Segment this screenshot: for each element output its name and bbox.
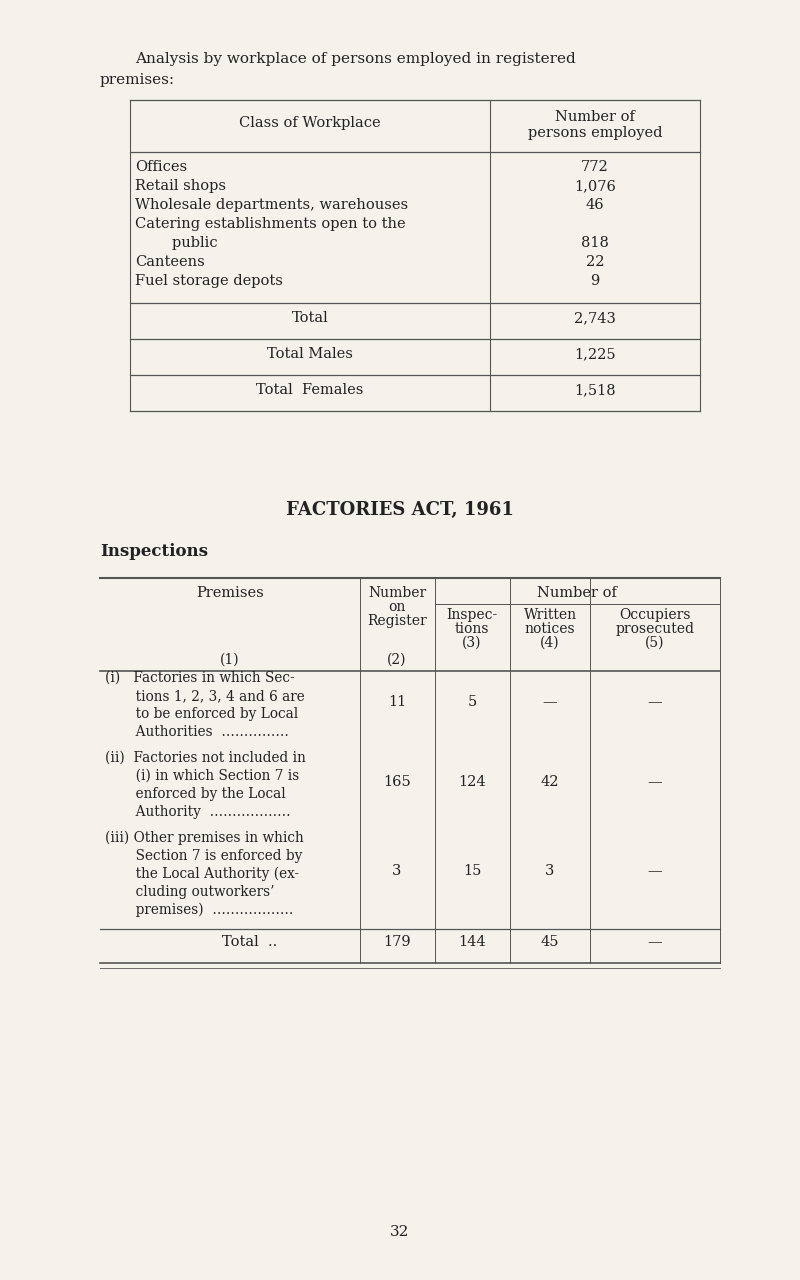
Text: 9: 9 bbox=[590, 274, 600, 288]
Text: Number of: Number of bbox=[537, 586, 617, 600]
Text: 11: 11 bbox=[388, 695, 406, 709]
Text: (4): (4) bbox=[540, 636, 560, 650]
Text: Fuel storage depots: Fuel storage depots bbox=[135, 274, 283, 288]
Text: —: — bbox=[648, 774, 662, 788]
Text: premises:: premises: bbox=[100, 73, 175, 87]
Text: to be enforced by Local: to be enforced by Local bbox=[105, 707, 298, 721]
Text: notices: notices bbox=[525, 622, 575, 636]
Text: 3: 3 bbox=[546, 864, 554, 878]
Text: Canteens: Canteens bbox=[135, 255, 205, 269]
Text: Number of: Number of bbox=[555, 110, 635, 124]
Text: 124: 124 bbox=[458, 774, 486, 788]
Text: (i) in which Section 7 is: (i) in which Section 7 is bbox=[105, 769, 299, 783]
Text: public: public bbox=[135, 236, 218, 250]
Text: cluding outworkers’: cluding outworkers’ bbox=[105, 884, 274, 899]
Text: enforced by the Local: enforced by the Local bbox=[105, 787, 286, 801]
Text: Total Males: Total Males bbox=[267, 347, 353, 361]
Text: (1): (1) bbox=[220, 653, 240, 667]
Text: Class of Workplace: Class of Workplace bbox=[239, 116, 381, 131]
Text: Total  ..: Total .. bbox=[222, 934, 278, 948]
Text: 5: 5 bbox=[467, 695, 477, 709]
Text: Premises: Premises bbox=[196, 586, 264, 600]
Text: Total  Females: Total Females bbox=[256, 383, 364, 397]
Text: 772: 772 bbox=[581, 160, 609, 174]
Text: Number: Number bbox=[368, 586, 426, 600]
Text: Inspections: Inspections bbox=[100, 543, 208, 561]
Text: Total: Total bbox=[292, 311, 328, 325]
Text: (iii) Other premises in which: (iii) Other premises in which bbox=[105, 831, 304, 845]
Text: 2,743: 2,743 bbox=[574, 311, 616, 325]
Text: (5): (5) bbox=[646, 636, 665, 650]
Text: Authorities  ……………: Authorities …………… bbox=[105, 724, 289, 739]
Text: 165: 165 bbox=[383, 774, 411, 788]
Text: 3: 3 bbox=[392, 864, 402, 878]
Text: persons employed: persons employed bbox=[528, 125, 662, 140]
Text: —: — bbox=[648, 864, 662, 878]
Text: Analysis by workplace of persons employed in registered: Analysis by workplace of persons employe… bbox=[135, 52, 576, 67]
Text: (ii)  Factories not included in: (ii) Factories not included in bbox=[105, 751, 306, 765]
Text: 818: 818 bbox=[581, 236, 609, 250]
Text: (i)   Factories in which Sec-: (i) Factories in which Sec- bbox=[105, 671, 294, 685]
Text: prosecuted: prosecuted bbox=[615, 622, 694, 636]
Text: —: — bbox=[648, 934, 662, 948]
Text: Section 7 is enforced by: Section 7 is enforced by bbox=[105, 849, 302, 863]
Text: 42: 42 bbox=[541, 774, 559, 788]
Text: 179: 179 bbox=[383, 934, 411, 948]
Text: Occupiers: Occupiers bbox=[619, 608, 690, 622]
Text: Register: Register bbox=[367, 614, 427, 628]
Text: 1,518: 1,518 bbox=[574, 383, 616, 397]
Text: Inspec-: Inspec- bbox=[446, 608, 498, 622]
Text: Authority  ………………: Authority ……………… bbox=[105, 805, 290, 819]
Text: 144: 144 bbox=[458, 934, 486, 948]
Text: 1,076: 1,076 bbox=[574, 179, 616, 193]
Text: Written: Written bbox=[523, 608, 577, 622]
Text: Offices: Offices bbox=[135, 160, 187, 174]
Text: 45: 45 bbox=[541, 934, 559, 948]
Text: Catering establishments open to the: Catering establishments open to the bbox=[135, 218, 406, 230]
Text: —: — bbox=[648, 695, 662, 709]
Text: 15: 15 bbox=[463, 864, 481, 878]
Text: Retail shops: Retail shops bbox=[135, 179, 226, 193]
Text: 22: 22 bbox=[586, 255, 604, 269]
Text: on: on bbox=[388, 600, 406, 614]
Text: 32: 32 bbox=[390, 1225, 410, 1239]
Text: FACTORIES ACT, 1961: FACTORIES ACT, 1961 bbox=[286, 500, 514, 518]
Text: tions: tions bbox=[454, 622, 490, 636]
Text: 46: 46 bbox=[586, 198, 604, 212]
Text: (3): (3) bbox=[462, 636, 482, 650]
Text: (2): (2) bbox=[387, 653, 406, 667]
Text: premises)  ………………: premises) ……………… bbox=[105, 902, 294, 918]
Text: the Local Authority (ex-: the Local Authority (ex- bbox=[105, 867, 299, 882]
Text: tions 1, 2, 3, 4 and 6 are: tions 1, 2, 3, 4 and 6 are bbox=[105, 689, 305, 703]
Text: 1,225: 1,225 bbox=[574, 347, 616, 361]
Text: —: — bbox=[542, 695, 558, 709]
Text: Wholesale departments, warehouses: Wholesale departments, warehouses bbox=[135, 198, 408, 212]
